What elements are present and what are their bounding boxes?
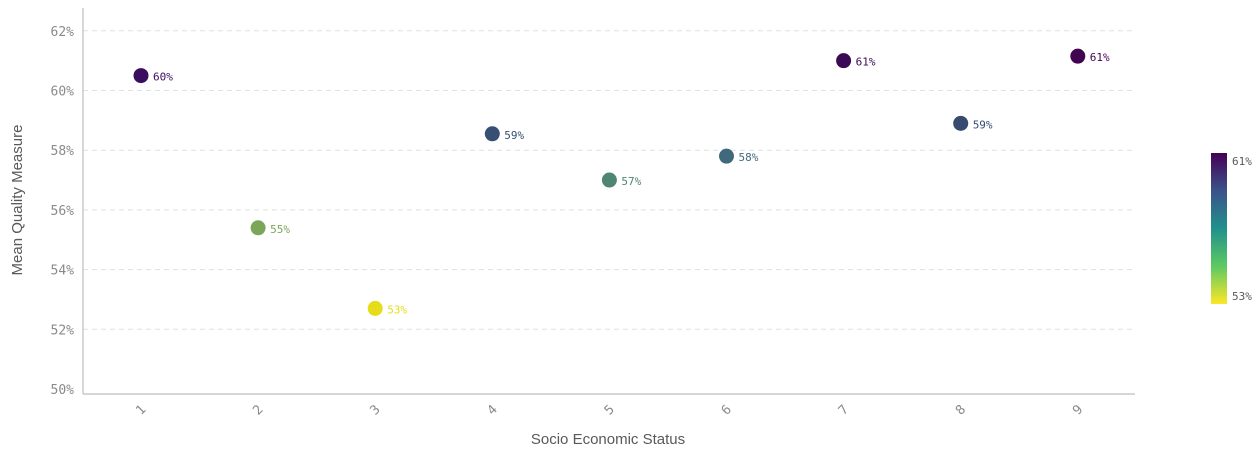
data-label: 60% [153, 71, 173, 84]
data-point[interactable] [1070, 48, 1086, 64]
y-tick-labels: 50% 52% 54% 56% 58% 60% 62% [51, 25, 75, 398]
x-tick-label: 5 [602, 402, 618, 418]
x-axis-title: Socio Economic Status [531, 431, 685, 448]
y-tick-label: 58% [51, 144, 75, 159]
y-tick-label: 52% [51, 323, 75, 338]
data-label: 61% [856, 56, 876, 69]
y-tick-label: 50% [51, 383, 75, 398]
x-tick-label: 3 [367, 402, 383, 418]
data-point[interactable] [250, 220, 266, 236]
data-label: 59% [973, 118, 993, 131]
data-point[interactable] [719, 148, 734, 164]
data-label: 59% [504, 129, 524, 142]
data-point[interactable] [133, 68, 149, 84]
x-tick-label: 8 [953, 402, 969, 418]
y-tick-label: 56% [51, 204, 75, 219]
color-legend: 61% 53% [1211, 153, 1252, 304]
data-label: 61% [1090, 51, 1110, 64]
color-legend-min-label: 53% [1232, 290, 1252, 303]
data-point[interactable] [367, 300, 383, 316]
data-point[interactable] [836, 53, 852, 69]
y-tick-label: 54% [51, 264, 75, 279]
data-label: 57% [621, 175, 641, 188]
y-axis-title: Mean Quality Measure [9, 125, 26, 276]
color-legend-bar [1211, 153, 1227, 304]
x-tick-label: 1 [133, 402, 149, 418]
axes [82, 8, 1135, 395]
x-tick-label: 4 [485, 402, 501, 418]
y-tick-label: 60% [51, 85, 75, 100]
color-legend-max-label: 61% [1232, 155, 1252, 168]
data-labels: 60% 55% 53% 59% 57% 58% 61% 59% 61% [153, 51, 1110, 316]
x-tick-label: 7 [836, 402, 852, 418]
x-tick-label: 2 [250, 402, 266, 418]
data-points [133, 48, 1086, 316]
x-tick-label: 6 [719, 402, 735, 418]
data-label: 55% [270, 223, 290, 236]
data-point[interactable] [601, 172, 617, 188]
gridlines [83, 30, 1135, 330]
data-point[interactable] [953, 115, 969, 131]
x-tick-label: 9 [1070, 402, 1086, 418]
data-point[interactable] [484, 126, 500, 142]
y-tick-label: 62% [51, 25, 75, 40]
data-label: 58% [739, 151, 759, 164]
x-tick-labels: 1 2 3 4 5 6 7 8 9 [133, 402, 1086, 418]
data-label: 53% [387, 303, 407, 316]
